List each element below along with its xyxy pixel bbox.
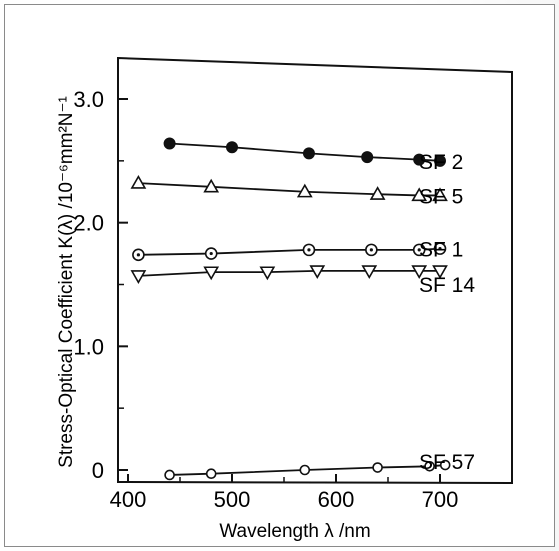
point-sf1-4-dot bbox=[417, 248, 421, 252]
point-sf1-3 bbox=[365, 243, 378, 257]
point-sf1-3-dot bbox=[369, 248, 373, 252]
point-sf1-2 bbox=[302, 243, 316, 257]
point-sf1-5-dot bbox=[438, 247, 442, 251]
point-sf5-2 bbox=[296, 183, 313, 198]
x-axis-label: Wavelength λ /nm bbox=[219, 521, 370, 542]
point-sf5-3 bbox=[369, 186, 386, 200]
y-tick-label-2.0: 2.0 bbox=[73, 211, 104, 236]
point-sf2-2 bbox=[302, 147, 315, 160]
point-sf1-2-dot bbox=[307, 248, 311, 252]
point-sf2-5 bbox=[434, 154, 446, 167]
x-tick-label-500: 500 bbox=[214, 487, 251, 512]
point-sf5-4 bbox=[411, 187, 428, 202]
point-sf2-3 bbox=[361, 151, 374, 164]
point-sf5-1 bbox=[203, 178, 220, 193]
point-sf1-4 bbox=[412, 243, 426, 257]
series-label-sf57: SF 57 bbox=[419, 451, 475, 474]
series-label-sf5: SF 5 bbox=[419, 185, 463, 208]
axis-ticks bbox=[118, 98, 441, 482]
point-sf57-2 bbox=[299, 464, 311, 476]
point-sf14-0 bbox=[130, 270, 147, 284]
point-sf14-2 bbox=[259, 266, 276, 281]
point-sf1-1 bbox=[204, 247, 218, 260]
point-sf14-4 bbox=[361, 265, 378, 280]
y-tick-label-3.0: 3.0 bbox=[73, 87, 104, 112]
series-markers bbox=[130, 137, 451, 481]
point-sf2-4 bbox=[413, 153, 426, 166]
point-sf57-0 bbox=[164, 469, 175, 481]
point-sf5-5 bbox=[432, 187, 448, 202]
series-label-sf1: SF 1 bbox=[419, 239, 463, 262]
point-sf14-5 bbox=[411, 265, 428, 280]
point-sf57-4 bbox=[424, 460, 435, 472]
point-sf14-1 bbox=[203, 266, 220, 281]
x-tick-label-600: 600 bbox=[318, 487, 355, 512]
x-tick-label-400: 400 bbox=[110, 487, 147, 512]
point-sf1-1-dot bbox=[209, 251, 213, 256]
point-sf1-0-dot bbox=[136, 253, 140, 257]
y-axis-label: Stress-Optical Coefficient K(λ) /10⁻⁶mm²… bbox=[56, 96, 77, 468]
point-sf14-6 bbox=[432, 265, 448, 280]
point-sf2-1 bbox=[226, 141, 238, 154]
point-sf5-0 bbox=[130, 174, 147, 189]
point-sf1-5 bbox=[433, 242, 447, 255]
x-tick-label-700: 700 bbox=[422, 487, 459, 512]
y-tick-label-1.0: 1.0 bbox=[73, 334, 104, 359]
point-sf2-0 bbox=[163, 137, 176, 150]
point-sf57-3 bbox=[372, 462, 383, 473]
y-tick-label-0: 0 bbox=[92, 458, 104, 483]
series-label-sf2: SF 2 bbox=[419, 151, 463, 174]
point-sf57-1 bbox=[205, 468, 217, 480]
point-sf1-0 bbox=[132, 248, 145, 262]
series-labels: SF 2 SF 5 SF 1 SF 14 SF 57 bbox=[419, 151, 475, 474]
series-label-sf14: SF 14 bbox=[419, 274, 475, 297]
axis-tick-labels: 400 500 600 700 0 1.0 2.0 3.0 bbox=[73, 87, 458, 512]
point-sf14-3 bbox=[309, 265, 326, 280]
point-sf57-5 bbox=[439, 459, 451, 471]
